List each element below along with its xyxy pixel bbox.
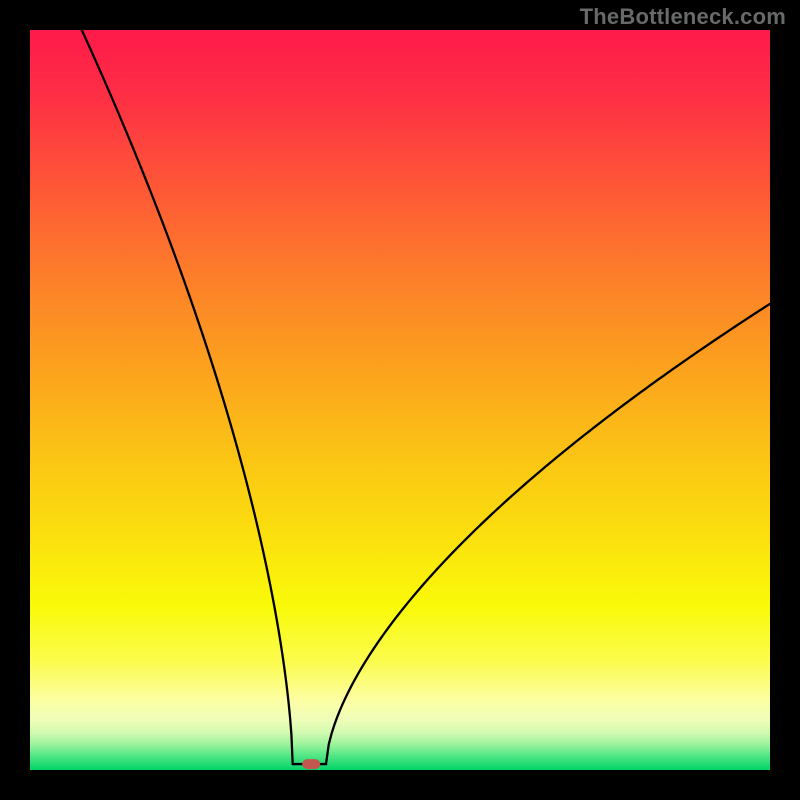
bottleneck-curve <box>30 30 770 770</box>
plot-area <box>30 30 770 770</box>
watermark-text: TheBottleneck.com <box>580 4 786 30</box>
chart-frame: TheBottleneck.com <box>0 0 800 800</box>
optimum-marker <box>302 759 320 769</box>
